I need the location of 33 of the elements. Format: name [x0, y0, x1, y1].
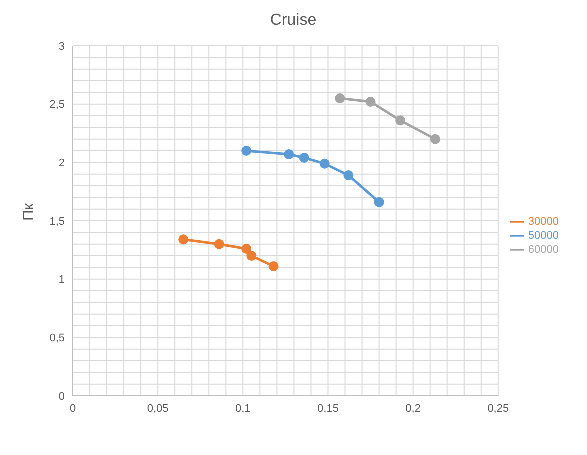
point	[366, 97, 376, 107]
x-tick-label: 0,05	[147, 402, 169, 415]
y-tick-label: 1,5	[50, 216, 65, 228]
legend-label: 30000	[528, 216, 559, 228]
y-tick-label: 1	[58, 274, 65, 286]
x-tick-label: 0,15	[318, 402, 339, 415]
point	[430, 134, 440, 144]
point	[242, 146, 252, 156]
point	[320, 158, 330, 169]
point	[335, 94, 346, 104]
point	[178, 234, 189, 245]
point	[214, 239, 224, 250]
y-axis-title: Пк	[20, 203, 38, 221]
y-tick-label: 2	[58, 158, 65, 170]
point	[396, 116, 406, 126]
point	[299, 153, 310, 163]
legend-label: 50000	[528, 230, 559, 242]
y-tick-label: 0,5	[50, 332, 65, 345]
point	[284, 150, 294, 160]
point	[344, 170, 354, 180]
y-tick-label: 3	[58, 40, 65, 53]
x-tick-label: 0	[70, 402, 76, 415]
point	[268, 262, 279, 272]
legend-label: 60000	[528, 244, 559, 256]
x-tick-label: 0,2	[406, 402, 421, 415]
x-tick-label: 0,1	[236, 402, 251, 415]
point	[242, 244, 252, 254]
point	[246, 251, 257, 261]
y-tick-label: 0	[58, 390, 65, 403]
chart-title: Cruise	[269, 12, 318, 31]
x-tick-label: 0,25	[488, 402, 510, 415]
y-tick-label: 2,5	[50, 99, 65, 112]
point	[374, 197, 384, 208]
